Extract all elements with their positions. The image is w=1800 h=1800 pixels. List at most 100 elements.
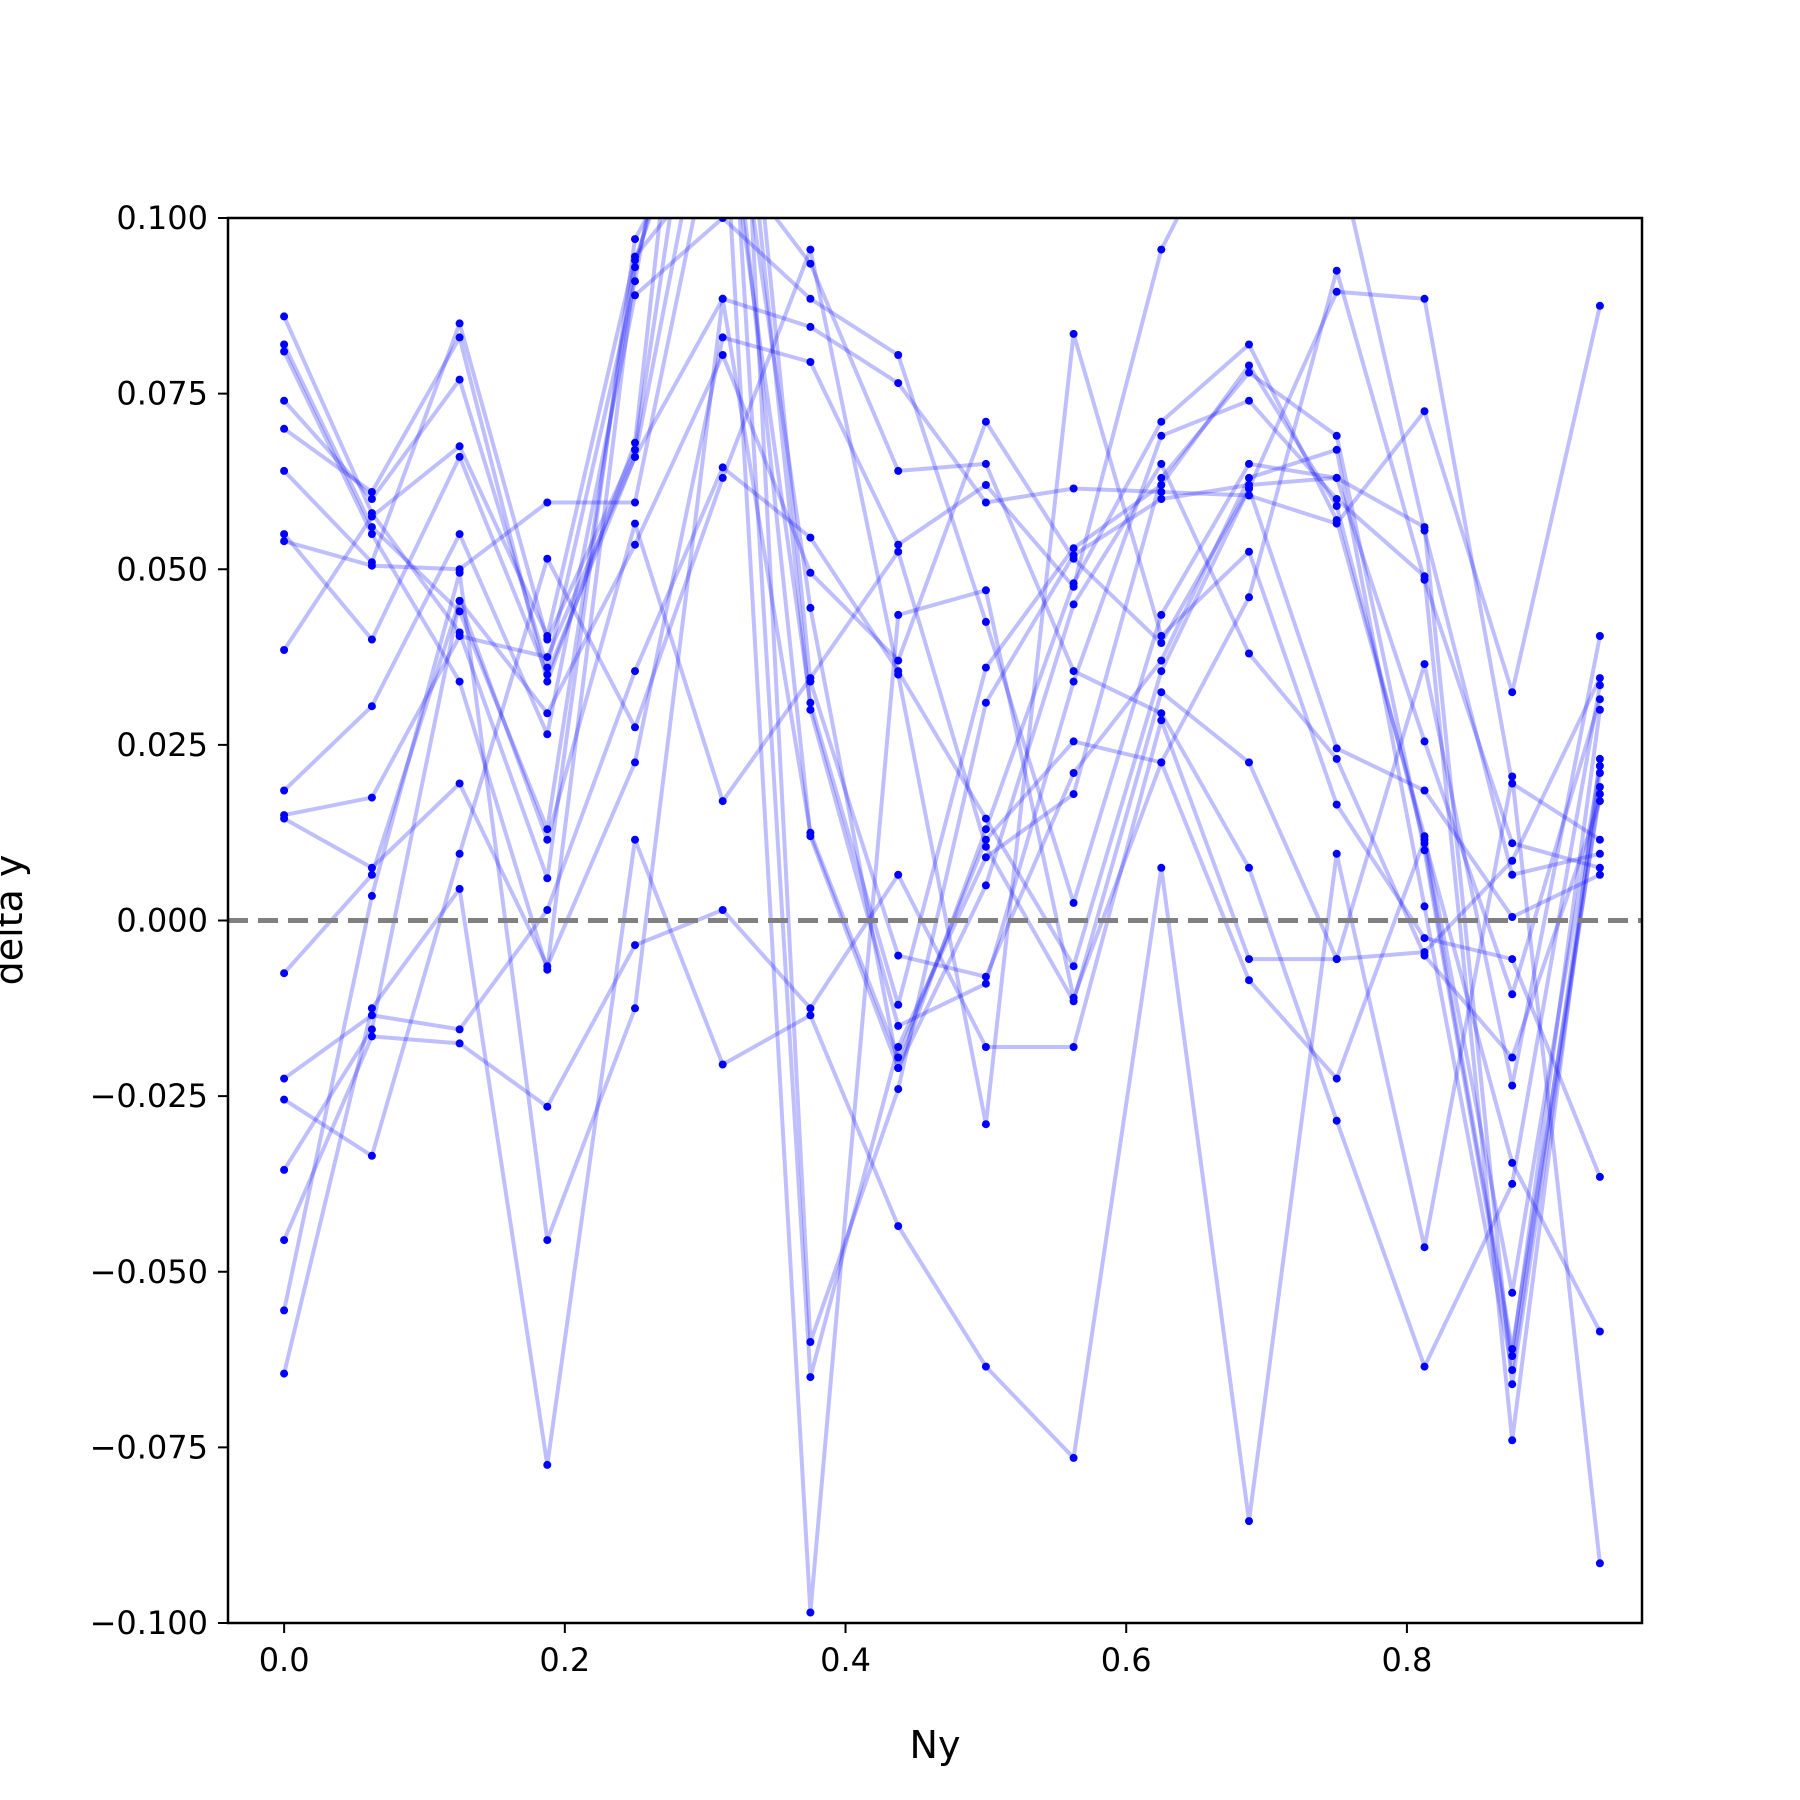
data-point-s18-9 (981, 835, 990, 844)
data-point-s16-3 (455, 596, 464, 605)
data-point-s15-15 (1508, 955, 1517, 964)
data-point-s15-4 (543, 554, 552, 563)
data-point-s3-16 (1595, 705, 1604, 714)
data-point-s17-14 (1420, 660, 1429, 669)
data-point-s7-8 (894, 1064, 903, 1072)
data-point-s1-4 (543, 874, 552, 883)
data-point-s9-1 (280, 646, 289, 654)
data-point-s18-1 (280, 1306, 289, 1315)
data-point-s11-7 (806, 322, 815, 331)
data-point-s7-1 (280, 530, 289, 539)
data-point-s14-3 (455, 1025, 464, 1034)
data-point-s19-12 (1245, 1517, 1253, 1526)
data-point-s6-3 (455, 319, 464, 328)
data-point-s10-2 (367, 702, 376, 711)
series-line-12 (283, 218, 1601, 969)
data-point-s18-15 (1508, 1158, 1517, 1167)
data-point-s4-14 (1420, 902, 1429, 911)
data-point-s13-4 (543, 709, 552, 718)
series-line-2 (282, 218, 1602, 1295)
data-point-s18-16 (1595, 1327, 1604, 1336)
data-point-s1-16 (1595, 790, 1604, 799)
data-point-s6-12 (1245, 396, 1253, 405)
data-point-s2-4 (543, 825, 552, 834)
data-point-s11-10 (1069, 484, 1078, 493)
y-tick-label: 0.100 (116, 199, 208, 237)
data-point-s3-2 (367, 530, 376, 539)
data-point-s8-14 (1420, 575, 1429, 584)
data-point-s11-11 (1157, 488, 1166, 496)
data-point-s18-7 (806, 828, 815, 837)
data-point-s16-16 (1595, 674, 1604, 683)
series-line-13 (282, 289, 1601, 975)
data-point-s10-8 (894, 351, 903, 359)
data-point-s15-2 (367, 1151, 376, 1160)
data-point-s10-16 (1595, 695, 1604, 704)
data-point-s18-14 (1420, 835, 1429, 844)
data-point-s19-16 (1595, 1559, 1604, 1568)
data-point-s11-5 (631, 452, 639, 461)
data-point-s3-5 (631, 263, 639, 272)
data-point-s16-14 (1420, 948, 1429, 957)
data-point-s9-14 (1420, 1362, 1429, 1371)
data-point-s12-2 (367, 863, 376, 872)
data-point-s8-15 (1508, 839, 1517, 848)
data-point-s17-6 (718, 906, 727, 914)
data-point-s14-13 (1332, 744, 1341, 753)
data-point-s14-4 (543, 906, 552, 914)
data-point-s1-9 (981, 663, 990, 672)
data-point-s2-15 (1508, 1288, 1517, 1297)
data-point-s15-9 (981, 1120, 990, 1129)
data-point-s17-2 (367, 1032, 376, 1041)
data-point-s14-11 (1157, 667, 1166, 676)
data-point-s18-13 (1332, 1074, 1341, 1083)
data-point-s9-12 (1245, 863, 1253, 872)
data-point-s12-11 (1157, 245, 1166, 254)
data-point-s18-6 (718, 294, 727, 303)
data-point-s2-9 (981, 825, 990, 834)
data-point-s6-7 (806, 705, 815, 714)
data-point-s9-4 (543, 632, 552, 640)
data-point-s8-8 (894, 610, 903, 619)
data-point-s2-2 (367, 523, 376, 532)
data-point-s7-4 (543, 670, 552, 679)
data-point-s5-2 (367, 488, 376, 496)
data-point-s16-15 (1508, 856, 1517, 865)
data-point-s7-3 (455, 452, 464, 461)
data-point-s3-3 (455, 677, 464, 686)
data-point-s15-13 (1332, 800, 1341, 809)
data-point-s19-2 (367, 1004, 376, 1013)
data-point-s18-8 (894, 1053, 903, 1062)
data-point-s13-13 (1332, 287, 1341, 296)
data-point-s15-16 (1595, 1172, 1604, 1181)
data-point-s14-16 (1595, 870, 1604, 879)
x-axis: 0.0 0.2 0.4 0.6 0.8 (259, 1623, 1432, 1679)
data-point-s9-15 (1508, 1179, 1517, 1188)
data-point-s10-5 (631, 291, 639, 300)
data-point-s7-13 (1332, 754, 1341, 763)
data-point-s10-3 (455, 530, 464, 539)
data-point-s12-14 (1420, 526, 1429, 535)
data-point-s8-6 (719, 74, 727, 82)
data-point-s3-11 (1157, 473, 1166, 482)
data-point-s7-11 (1157, 459, 1166, 468)
data-point-s10-11 (1157, 610, 1166, 619)
data-point-s19-8 (894, 1222, 903, 1231)
data-point-s13-10 (1069, 554, 1078, 563)
data-point-s17-3 (455, 1039, 464, 1048)
data-point-s9-13 (1332, 1116, 1341, 1125)
data-point-s10-12 (1245, 459, 1253, 468)
x-tick-label: 0.6 (1101, 1641, 1152, 1679)
data-point-s5-16 (1595, 783, 1604, 791)
data-point-s15-3 (455, 849, 464, 858)
data-point-s19-5 (631, 835, 639, 844)
data-point-s13-16 (1595, 835, 1604, 844)
data-point-s1-11 (1157, 481, 1166, 489)
data-point-s4-1 (280, 396, 289, 405)
data-point-s12-4 (543, 962, 552, 971)
data-point-s3-13 (1332, 431, 1341, 440)
data-point-s1-12 (1245, 361, 1253, 370)
data-point-s13-7 (806, 568, 815, 577)
data-point-s10-9 (981, 617, 990, 626)
data-point-s13-5 (631, 540, 639, 549)
